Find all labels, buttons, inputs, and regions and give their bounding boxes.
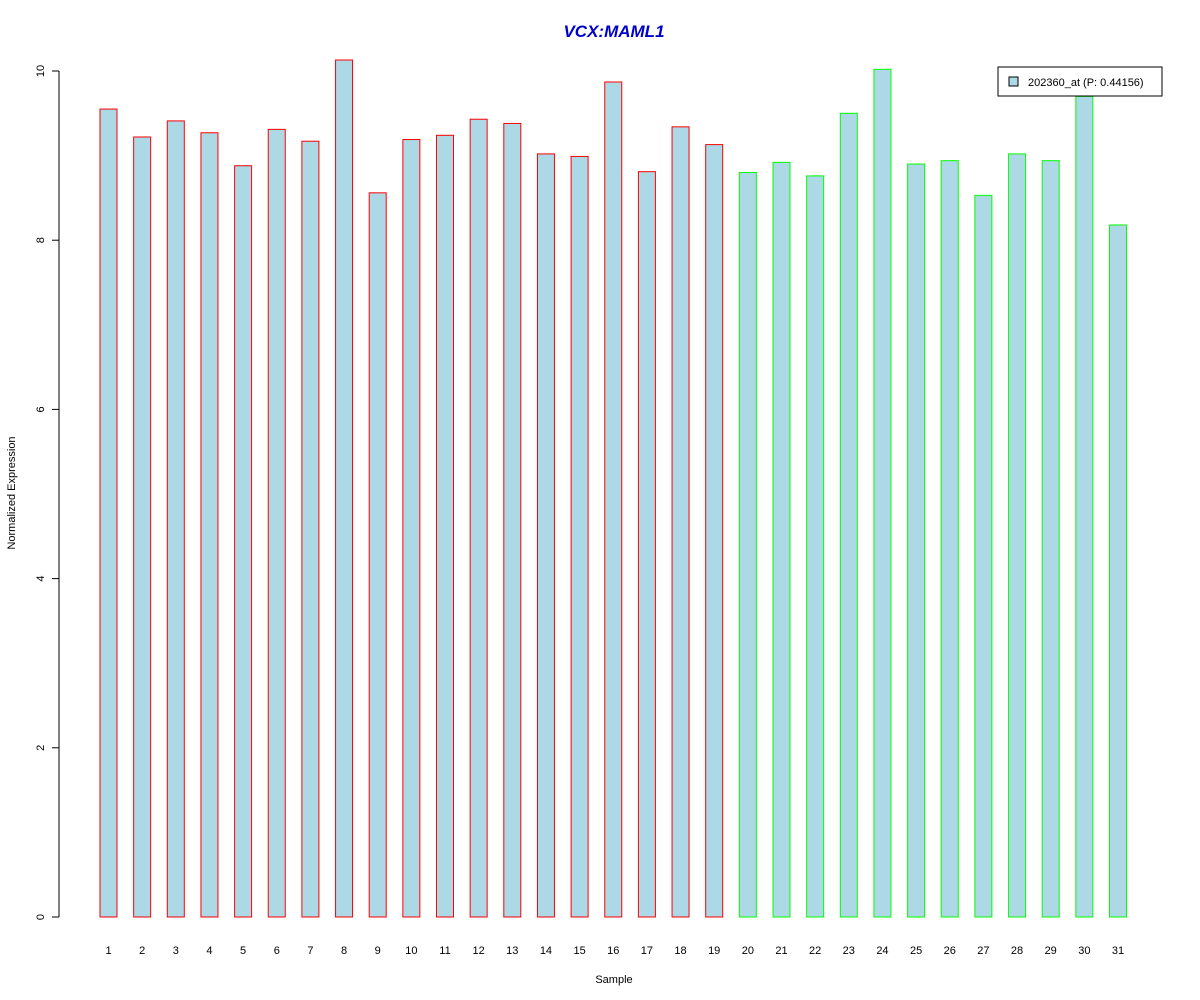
bar [671,126,690,918]
x-tick-label: 17 [641,945,653,957]
bar [469,118,488,918]
x-tick-label: 8 [341,945,347,957]
x-tick-label: 11 [439,945,450,957]
x-tick-label: 30 [1078,945,1090,957]
x-axis-label: Sample [595,974,632,986]
x-tick-label: 20 [742,945,754,957]
bar [267,128,286,918]
x-tick-label: 1 [105,945,111,957]
y-tick-label: 0 [35,914,47,920]
y-axis: 0 2 4 6 8 10 [35,65,60,920]
x-tick-label: 21 [775,945,787,957]
x-tick-label: 28 [1011,945,1023,957]
legend-box [997,66,1163,97]
x-tick-label: 27 [977,945,989,957]
bar [503,122,522,918]
x-tick-label: 7 [307,945,313,957]
bar [907,163,926,918]
bar [166,120,185,918]
x-tick-label: 18 [674,945,686,957]
bar [839,112,858,918]
x-tick-label: 2 [139,945,145,957]
bar [1075,95,1094,918]
bar [368,192,387,918]
x-tick-label: 4 [206,945,212,957]
chart-title: VCX:MAML1 [563,22,664,41]
x-tick-label: 16 [607,945,619,957]
x-tick-label: 6 [274,945,280,957]
y-tick-label: 8 [35,237,47,243]
legend-swatch [1008,76,1019,87]
bar [940,160,959,918]
bar [974,194,993,918]
bar [570,155,589,918]
x-tick-label: 24 [876,945,888,957]
bar [133,136,152,918]
bar [637,171,656,918]
bar [604,81,623,918]
x-tick-label: 29 [1045,945,1057,957]
x-tick-label: 25 [910,945,922,957]
bar [1008,153,1027,918]
x-tick-label: 3 [173,945,179,957]
x-tick-label: 9 [375,945,381,957]
bar [200,132,219,918]
bar [99,108,118,918]
x-tick-label: 23 [843,945,855,957]
y-tick-label: 2 [35,745,47,751]
x-tick-label: 31 [1112,945,1124,957]
bar [705,144,724,918]
bar [402,139,421,918]
y-axis-label: Normalized Expression [6,436,18,549]
bars [99,59,1127,918]
x-tick-label: 22 [809,945,821,957]
bar [234,165,253,918]
x-tick-label: 5 [240,945,246,957]
y-tick-label: 10 [35,65,47,77]
bar [806,175,825,918]
bar [738,172,757,918]
bar [536,153,555,918]
x-tick-labels: 1 2 3 4 5 6 7 8 9 10 11 12 13 14 15 16 17 18 19 20 21 22 23 24 2… [105,945,1124,957]
x-tick-label: 14 [540,945,552,957]
x-tick-label: 12 [473,945,485,957]
bar [1041,160,1060,918]
bar [436,134,454,918]
x-tick-label: 13 [506,945,518,957]
bar [873,68,892,918]
x-tick-label: 15 [573,945,585,957]
y-tick-label: 6 [35,406,47,412]
bar [335,59,354,918]
legend: 202360_at (P: 0.44156) [997,66,1163,97]
x-tick-label: 10 [405,945,417,957]
y-tick-label: 4 [35,576,47,582]
bar [772,161,791,918]
bar [301,140,320,918]
x-tick-label: 26 [944,945,956,957]
bar [1109,224,1127,918]
x-tick-label: 19 [708,945,720,957]
legend-entry-label: 202360_at (P: 0.44156) [1028,77,1144,89]
